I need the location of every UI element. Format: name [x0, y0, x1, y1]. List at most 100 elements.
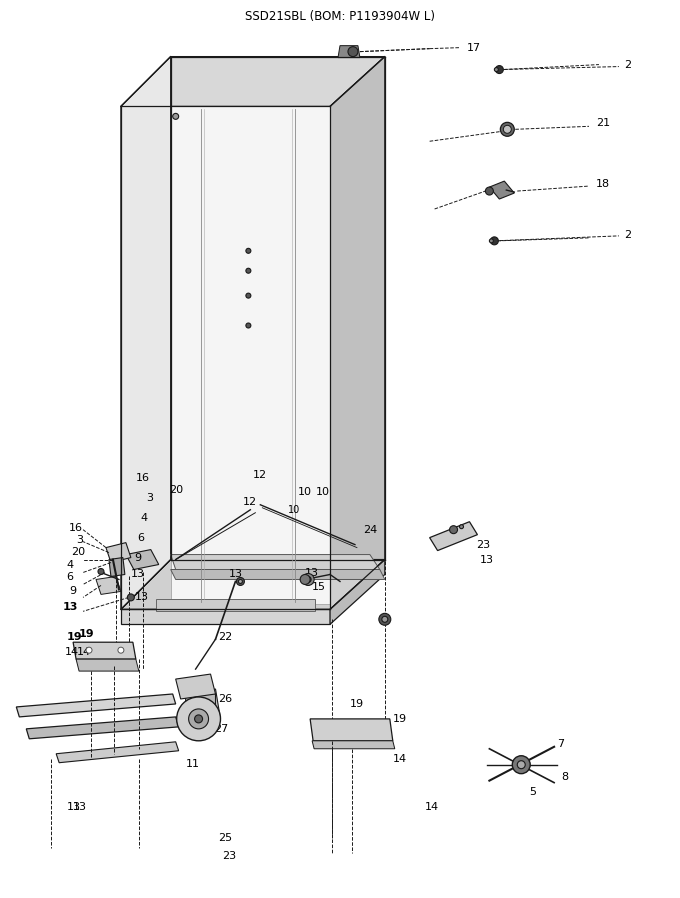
Polygon shape	[490, 181, 514, 199]
Circle shape	[118, 647, 124, 653]
Polygon shape	[330, 57, 385, 610]
Circle shape	[500, 122, 514, 136]
Polygon shape	[109, 558, 125, 577]
Text: 2: 2	[624, 230, 631, 240]
Text: 13: 13	[305, 568, 319, 578]
Text: 14: 14	[393, 753, 407, 763]
Text: 18: 18	[596, 179, 610, 189]
Circle shape	[503, 126, 511, 133]
Text: 19: 19	[79, 629, 95, 639]
Circle shape	[246, 269, 251, 273]
Polygon shape	[73, 642, 136, 659]
Polygon shape	[96, 577, 121, 594]
Text: 17: 17	[466, 42, 481, 53]
Text: 13: 13	[67, 802, 81, 812]
Circle shape	[246, 293, 251, 298]
Text: 23: 23	[222, 851, 237, 861]
Circle shape	[305, 577, 311, 583]
Circle shape	[127, 594, 135, 601]
Text: 6: 6	[66, 572, 73, 583]
Circle shape	[490, 237, 498, 245]
Text: 16: 16	[136, 473, 150, 483]
Text: 9: 9	[134, 552, 141, 562]
Polygon shape	[121, 559, 385, 610]
Text: 27: 27	[214, 724, 228, 734]
Polygon shape	[171, 569, 385, 579]
Text: 20: 20	[169, 485, 183, 495]
Polygon shape	[76, 659, 139, 671]
Text: 9: 9	[69, 586, 76, 596]
Text: 24: 24	[363, 524, 377, 534]
Text: SSD21SBL (BOM: P1193904W L): SSD21SBL (BOM: P1193904W L)	[245, 10, 435, 22]
Text: 12: 12	[252, 470, 267, 480]
Circle shape	[495, 66, 503, 74]
Text: 14: 14	[77, 647, 91, 657]
Polygon shape	[430, 522, 477, 550]
Circle shape	[173, 113, 179, 119]
Circle shape	[246, 323, 251, 328]
Polygon shape	[156, 599, 315, 612]
Polygon shape	[310, 719, 393, 741]
Circle shape	[460, 524, 464, 529]
Polygon shape	[16, 694, 175, 717]
Text: 19: 19	[393, 714, 407, 724]
Text: 4: 4	[66, 559, 73, 569]
Text: 13: 13	[131, 569, 145, 579]
Text: 5: 5	[529, 787, 537, 797]
Polygon shape	[121, 57, 171, 610]
Polygon shape	[121, 57, 385, 106]
Circle shape	[246, 249, 251, 253]
Circle shape	[194, 715, 203, 723]
Circle shape	[239, 579, 242, 584]
Text: 12: 12	[242, 497, 256, 506]
Circle shape	[512, 756, 530, 774]
Polygon shape	[186, 689, 216, 719]
Circle shape	[382, 616, 388, 622]
Text: 10: 10	[316, 487, 330, 497]
Circle shape	[517, 761, 525, 769]
Text: 15: 15	[312, 583, 326, 593]
Circle shape	[379, 613, 391, 625]
Text: 3: 3	[76, 534, 83, 544]
Polygon shape	[171, 555, 380, 569]
Polygon shape	[330, 559, 385, 624]
Text: 7: 7	[557, 739, 564, 749]
Polygon shape	[186, 689, 220, 724]
Text: 25: 25	[218, 833, 233, 843]
Circle shape	[449, 525, 458, 533]
Polygon shape	[27, 717, 179, 739]
Text: 11: 11	[186, 759, 200, 769]
Text: 19: 19	[350, 699, 364, 709]
Text: 22: 22	[218, 632, 233, 642]
Polygon shape	[121, 610, 330, 624]
Text: 6: 6	[137, 533, 144, 542]
Text: 10: 10	[298, 487, 312, 497]
Circle shape	[300, 575, 310, 585]
Text: 14: 14	[65, 647, 80, 657]
Polygon shape	[126, 550, 158, 569]
Text: 4: 4	[141, 513, 148, 523]
Text: 13: 13	[63, 603, 78, 612]
Polygon shape	[171, 106, 330, 604]
Text: 13: 13	[479, 555, 494, 565]
Circle shape	[490, 239, 494, 242]
Text: 26: 26	[218, 694, 233, 704]
Circle shape	[237, 577, 244, 585]
Text: 21: 21	[596, 119, 610, 128]
Polygon shape	[106, 542, 131, 562]
Polygon shape	[175, 674, 216, 699]
Circle shape	[86, 647, 92, 653]
Circle shape	[302, 574, 314, 585]
Text: 19: 19	[67, 632, 83, 642]
Text: 13: 13	[73, 802, 87, 812]
Polygon shape	[312, 741, 395, 749]
Polygon shape	[56, 742, 179, 762]
Circle shape	[486, 187, 494, 195]
Circle shape	[98, 568, 104, 575]
Text: 13: 13	[228, 569, 243, 579]
Text: 3: 3	[146, 493, 153, 503]
Text: 2: 2	[624, 59, 631, 69]
Circle shape	[177, 697, 220, 741]
Circle shape	[348, 47, 358, 57]
Circle shape	[188, 709, 209, 729]
